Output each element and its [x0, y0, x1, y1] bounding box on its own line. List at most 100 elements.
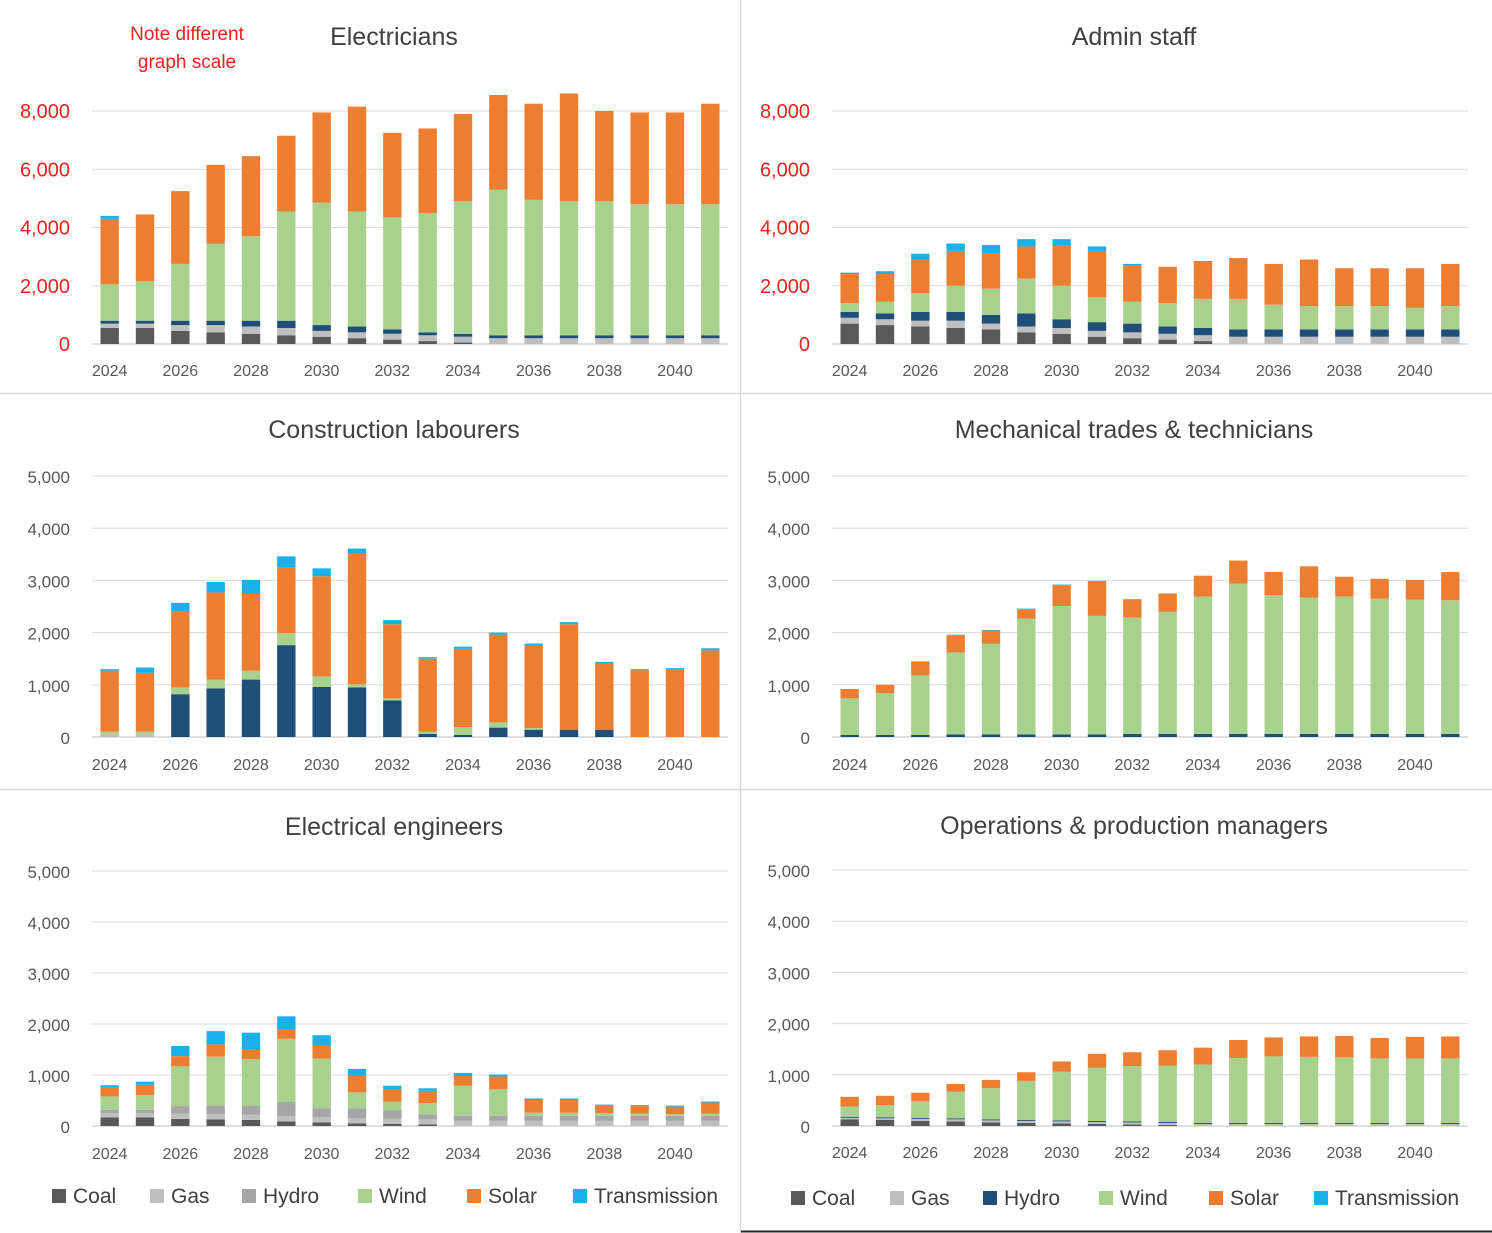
bar-wind-2031	[347, 1092, 367, 1109]
bar-hydro-2031	[347, 1108, 367, 1119]
bar-wind-2037	[559, 201, 579, 336]
bar-hydro-2036	[524, 729, 543, 737]
y-tick-label: 2,000	[760, 276, 810, 298]
bar-wind-2024	[100, 284, 119, 321]
y-tick-label: 6,000	[20, 159, 70, 181]
bar-hydro-2026	[911, 311, 930, 321]
bar-solar-2026	[171, 191, 190, 264]
legend-label-coal: Coal	[812, 1187, 855, 1210]
bar-solar-2031	[1087, 250, 1107, 298]
bar-solar-2033	[1158, 1050, 1177, 1066]
bar-gas-2028	[241, 1114, 261, 1120]
bar-hydro-2028	[241, 679, 261, 737]
y-tick-label: 4,000	[767, 913, 810, 932]
bar-wind-2032	[383, 698, 402, 701]
bar-wind-2025	[875, 1105, 895, 1118]
bar-wind-2026	[171, 1066, 190, 1107]
x-tick-label: 2034	[1185, 757, 1221, 774]
bar-hydro-2033	[418, 332, 437, 336]
bar-transmission-2026	[911, 661, 930, 662]
bar-solar-2038	[1335, 268, 1354, 307]
bar-coal-2032	[383, 1123, 402, 1126]
bar-hydro-2034	[1193, 327, 1213, 336]
bar-wind-2032	[383, 217, 402, 330]
y-tick-label: 0	[801, 1118, 810, 1137]
bar-hydro-2037	[1299, 733, 1319, 737]
bar-hydro-2038	[1335, 329, 1354, 337]
bar-hydro-2027	[946, 311, 965, 321]
bar-transmission-2027	[946, 634, 965, 636]
bar-hydro-2030	[1052, 319, 1071, 328]
bar-solar-2036	[524, 1099, 543, 1113]
bar-solar-2036	[524, 103, 543, 200]
bar-solar-2029	[277, 567, 296, 634]
bar-solar-2026	[171, 1056, 190, 1067]
bar-coal-2027	[946, 327, 965, 344]
bar-wind-2037	[559, 1112, 579, 1116]
bar-hydro-2029	[277, 645, 296, 737]
bar-transmission-2035	[489, 632, 508, 635]
x-tick-label: 2036	[1256, 363, 1292, 380]
y-tick-label: 1,000	[767, 1067, 810, 1086]
bar-hydro-2035	[489, 1115, 508, 1121]
bar-solar-2036	[1264, 572, 1283, 596]
bar-wind-2031	[347, 211, 367, 327]
bar-gas-2036	[524, 338, 543, 344]
legend-label-transmission: Transmission	[594, 1185, 718, 1208]
x-tick-label: 2028	[973, 363, 1009, 380]
bar-transmission-2029	[277, 1016, 296, 1030]
y-tick-label: 4,000	[20, 218, 70, 240]
bar-transmission-2027	[946, 243, 965, 251]
bar-wind-2041	[1441, 600, 1460, 734]
bar-hydro-2032	[383, 700, 402, 737]
x-tick-label: 2030	[1044, 363, 1080, 380]
x-tick-label: 2040	[1397, 757, 1433, 774]
bar-wind-2026	[911, 1100, 930, 1118]
bar-solar-2036	[1264, 1037, 1283, 1057]
x-tick-label: 2030	[1044, 1145, 1080, 1162]
bar-solar-2029	[1017, 246, 1036, 279]
bar-transmission-2040	[665, 1105, 685, 1107]
x-tick-label: 2034	[1185, 1145, 1221, 1162]
chart-title: Mechanical trades & technicians	[955, 416, 1314, 444]
bar-solar-2037	[1299, 566, 1319, 598]
x-tick-label: 2026	[163, 757, 199, 774]
bar-wind-2029	[1017, 278, 1036, 314]
bar-gas-2041	[1441, 1123, 1460, 1126]
bar-solar-2033	[418, 128, 437, 213]
bar-gas-2027	[206, 1114, 225, 1120]
bar-solar-2038	[595, 111, 614, 202]
bar-wind-2030	[312, 202, 331, 326]
bar-hydro-2039	[1370, 733, 1389, 737]
bar-coal-2034	[453, 342, 473, 344]
bar-hydro-2035	[1229, 329, 1248, 337]
bar-hydro-2026	[911, 1117, 930, 1119]
x-tick-label: 2034	[1185, 363, 1221, 380]
bar-wind-2030	[312, 1058, 331, 1109]
bar-solar-2032	[383, 1089, 402, 1102]
bar-gas-2029	[1017, 1120, 1036, 1123]
bar-wind-2027	[206, 1056, 225, 1106]
bar-hydro-2032	[1123, 1121, 1142, 1123]
x-tick-label: 2040	[1397, 363, 1433, 380]
bar-coal-2034	[1193, 341, 1213, 344]
bar-solar-2027	[946, 1084, 965, 1092]
bar-wind-2036	[524, 1112, 543, 1116]
bar-solar-2039	[1370, 1037, 1389, 1059]
bar-wind-2033	[1158, 611, 1177, 734]
bar-transmission-2038	[595, 1104, 614, 1106]
bar-hydro-2026	[171, 1106, 190, 1114]
bar-solar-2025	[875, 684, 895, 694]
bar-hydro-2028	[981, 734, 1001, 737]
legend-swatch-solar	[467, 1189, 481, 1203]
bar-hydro-2027	[206, 688, 225, 737]
y-tick-label: 2,000	[27, 625, 70, 644]
bar-gas-2036	[1264, 1123, 1283, 1126]
bar-wind-2034	[1193, 1064, 1213, 1123]
y-tick-label: 2,000	[767, 1016, 810, 1035]
bar-coal-2029	[1017, 332, 1036, 344]
bar-solar-2030	[1052, 585, 1071, 606]
bar-wind-2028	[981, 1088, 1001, 1120]
bar-wind-2026	[911, 675, 930, 735]
bar-gas-2032	[383, 1118, 402, 1124]
